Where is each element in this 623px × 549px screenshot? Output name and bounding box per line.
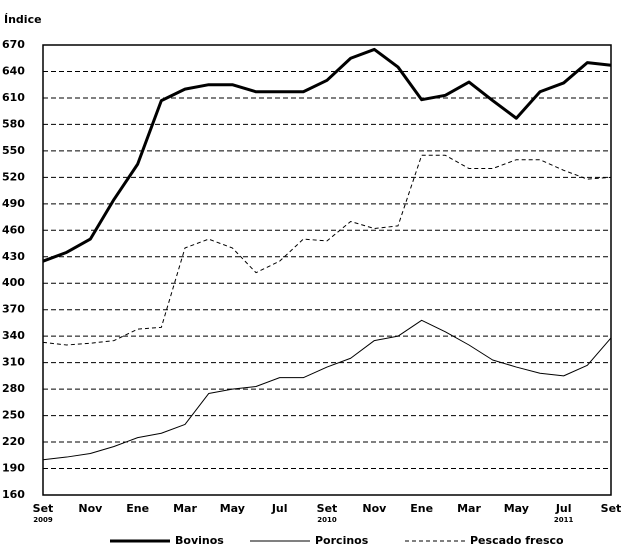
y-tick-label: 310 — [2, 356, 25, 369]
y-tick-label: 580 — [2, 117, 25, 130]
x-tick-label: Mar — [457, 502, 481, 515]
x-tick-label: Nov — [362, 502, 387, 515]
x-tick-label: Set — [33, 502, 54, 515]
year-label: 2009 — [33, 516, 53, 524]
x-tick-label: May — [220, 502, 245, 515]
y-tick-label: 520 — [2, 170, 25, 183]
x-tick-label: Ene — [410, 502, 433, 515]
y-tick-label: 670 — [2, 38, 25, 51]
y-tick-label: 610 — [2, 91, 25, 104]
year-label: 2010 — [317, 516, 337, 524]
y-tick-label: 280 — [2, 382, 25, 395]
legend-label: Bovinos — [175, 534, 224, 547]
y-tick-label: 190 — [2, 462, 25, 475]
x-tick-label: Nov — [78, 502, 103, 515]
x-tick-label: Jul — [555, 502, 572, 515]
series-line — [42, 47, 612, 263]
y-tick-label: 340 — [2, 329, 25, 342]
x-tick-label: May — [504, 502, 529, 515]
legend-label: Porcinos — [315, 534, 369, 547]
y-tick-label: 490 — [2, 197, 25, 210]
y-tick-label: 430 — [2, 250, 25, 263]
x-tick-label: Set — [317, 502, 338, 515]
x-tick-label: Ene — [126, 502, 149, 515]
y-tick-label: 220 — [2, 435, 25, 448]
x-tick-label: Mar — [173, 502, 197, 515]
y-tick-label: 550 — [2, 144, 25, 157]
year-label: 2011 — [554, 516, 574, 524]
y-tick-label: 460 — [2, 223, 25, 236]
y-tick-label: 370 — [2, 303, 25, 316]
y-tick-label: 160 — [2, 488, 25, 501]
y-axis-label: Índice — [4, 13, 42, 26]
y-tick-label: 640 — [2, 64, 25, 77]
x-tick-label: Jul — [271, 502, 288, 515]
series-line — [42, 319, 612, 461]
series-line — [42, 154, 612, 346]
y-tick-label: 250 — [2, 409, 25, 422]
y-tick-label: 400 — [2, 276, 25, 289]
legend-label: Pescado fresco — [470, 534, 564, 547]
plot-border — [42, 44, 612, 496]
x-tick-label: Set — [601, 502, 622, 515]
